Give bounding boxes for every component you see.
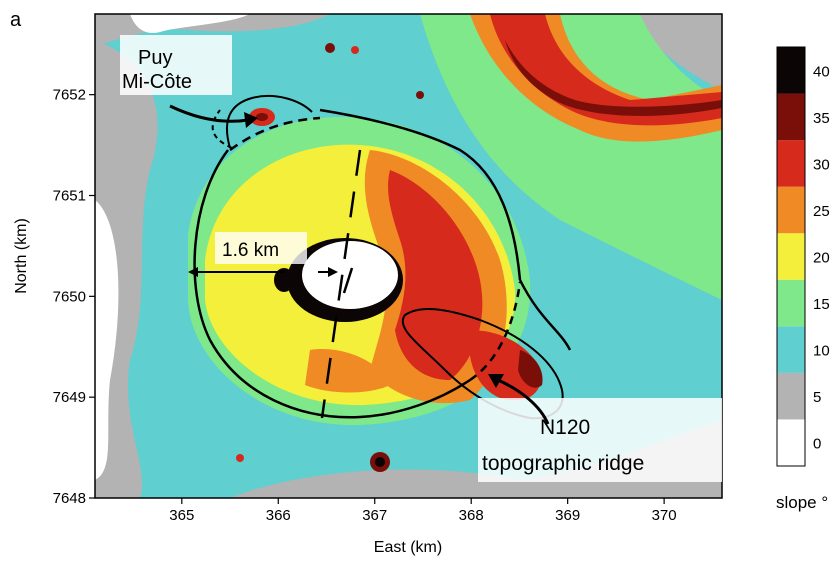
map-cone-north: [325, 43, 335, 53]
colorbar: 0 5 10 15 20 25 30 35 40: [776, 46, 830, 467]
colorbar-swatch: [777, 47, 805, 94]
map-cone-north-2: [351, 46, 359, 54]
colorbar-swatch: [777, 372, 805, 420]
map-cone-south-core: [375, 457, 385, 467]
colorbar-tick-label: 35: [813, 110, 830, 127]
colorbar-swatch: [777, 326, 805, 373]
colorbar-swatch: [777, 186, 805, 234]
map-darkred-stream: [505, 40, 722, 116]
distance-arrowhead-right: [328, 267, 338, 277]
distance-label: 1.6 km: [222, 240, 279, 261]
rift-center-tick: [342, 267, 354, 294]
colorbar-swatch: [777, 233, 805, 280]
colorbar-tick-label: 25: [813, 203, 830, 220]
slope-map: [95, 14, 722, 498]
map-inner-cone: [274, 268, 294, 292]
ridge-arrowhead: [488, 374, 504, 388]
x-tick-label: 369: [555, 507, 580, 524]
map-puy-spot-core: [256, 113, 268, 121]
distance-label-box: [215, 232, 307, 264]
collapse-scar-dashed-nw: [229, 116, 321, 152]
map-white-north: [130, 14, 250, 34]
puy-arrow: [169, 104, 249, 123]
ridge-label-box: [478, 398, 722, 482]
puy-label-box: [120, 35, 232, 95]
map-grey-west: [95, 40, 158, 498]
colorbar-title: slope °: [776, 493, 828, 512]
map-cone-sw: [236, 454, 244, 462]
y-tick-label: 7649: [53, 389, 86, 406]
collapse-scar-west: [193, 149, 471, 419]
x-axis-ticks: 365 366 367 368 369 370: [169, 498, 677, 524]
colorbar-swatch: [777, 419, 805, 466]
colorbar-swatch: [777, 140, 805, 187]
map-grey-northeast: [640, 14, 722, 90]
collapse-scar-solid-north: [319, 108, 522, 281]
y-tick-label: 7651: [53, 188, 86, 205]
map-white-west: [95, 200, 119, 480]
rift-axis-dashed: [320, 149, 362, 419]
colorbar-swatch: [777, 93, 805, 141]
puy-label-line1: Puy: [138, 47, 172, 69]
colorbar-swatch: [777, 279, 805, 327]
y-axis-label: North (km): [13, 218, 30, 294]
x-axis-label: East (km): [374, 539, 442, 556]
structural-lines: [190, 94, 572, 420]
collapse-scar-east: [518, 279, 572, 351]
map-red-east-flank: [388, 170, 483, 380]
y-axis-ticks: 7648 7649 7650 7651 7652: [53, 87, 95, 507]
collapse-scar-dashed-se: [469, 281, 522, 382]
puy-outline-dashed: [211, 109, 233, 149]
colorbar-tick-label: 30: [813, 156, 830, 173]
map-red-stream: [490, 14, 722, 126]
colorbar-tick-label: 0: [813, 436, 821, 453]
colorbar-tick-label: 10: [813, 343, 830, 360]
colorbar-tick-label: 15: [813, 296, 830, 313]
puy-label-line2: Mi-Côte: [122, 71, 192, 93]
puy-arrowhead: [244, 112, 258, 128]
colorbar-frame: [776, 46, 806, 467]
ridge-arrow: [497, 378, 550, 425]
x-tick-label: 367: [362, 507, 387, 524]
panel-label: a: [10, 9, 22, 31]
ridge-label-line1: N120: [540, 416, 590, 439]
y-tick-label: 7652: [53, 87, 86, 104]
x-tick-label: 368: [459, 507, 484, 524]
colorbar-tick-label: 20: [813, 250, 830, 267]
x-tick-label: 366: [266, 507, 291, 524]
colorbar-tick-label: 5: [813, 389, 821, 406]
y-tick-label: 7648: [53, 490, 86, 507]
colorbar-tick-label: 40: [813, 63, 830, 80]
map-darkred-ridge: [518, 350, 543, 388]
map-frame: [94, 13, 723, 499]
ridge-label-line2: topographic ridge: [482, 452, 644, 475]
y-tick-label: 7650: [53, 288, 86, 305]
map-red-ridge: [469, 330, 541, 401]
map-cone-ne: [416, 91, 424, 99]
x-tick-label: 365: [169, 507, 194, 524]
distance-arrowhead-left: [188, 267, 198, 277]
x-tick-label: 370: [652, 507, 677, 524]
map-green-northeast: [420, 14, 722, 300]
puy-outline: [226, 94, 313, 149]
